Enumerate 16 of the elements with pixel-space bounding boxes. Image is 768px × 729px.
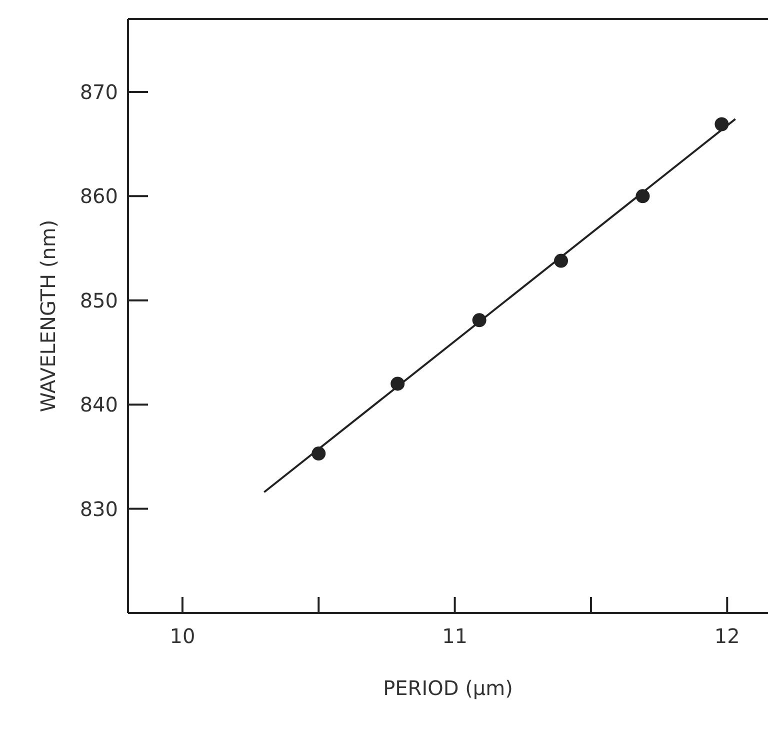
y-tick-label: 830 bbox=[80, 496, 118, 521]
y-tick-label: 840 bbox=[80, 392, 118, 417]
point bbox=[472, 313, 486, 328]
y-axis-title: WAVELENGTH (nm) bbox=[36, 220, 60, 412]
point bbox=[554, 254, 568, 268]
y-tick-label: 850 bbox=[80, 288, 118, 312]
y-tick-label: 860 bbox=[80, 184, 118, 208]
x-tick-label: 10 bbox=[170, 624, 196, 648]
point bbox=[714, 117, 729, 132]
point bbox=[390, 376, 405, 391]
point bbox=[636, 189, 650, 204]
x-tick-label: 12 bbox=[714, 624, 740, 648]
x-tick-label: 11 bbox=[442, 624, 468, 648]
y-tick-label: 870 bbox=[80, 80, 118, 104]
point bbox=[312, 446, 326, 461]
x-axis-title: PERIOD (μm) bbox=[383, 676, 513, 700]
